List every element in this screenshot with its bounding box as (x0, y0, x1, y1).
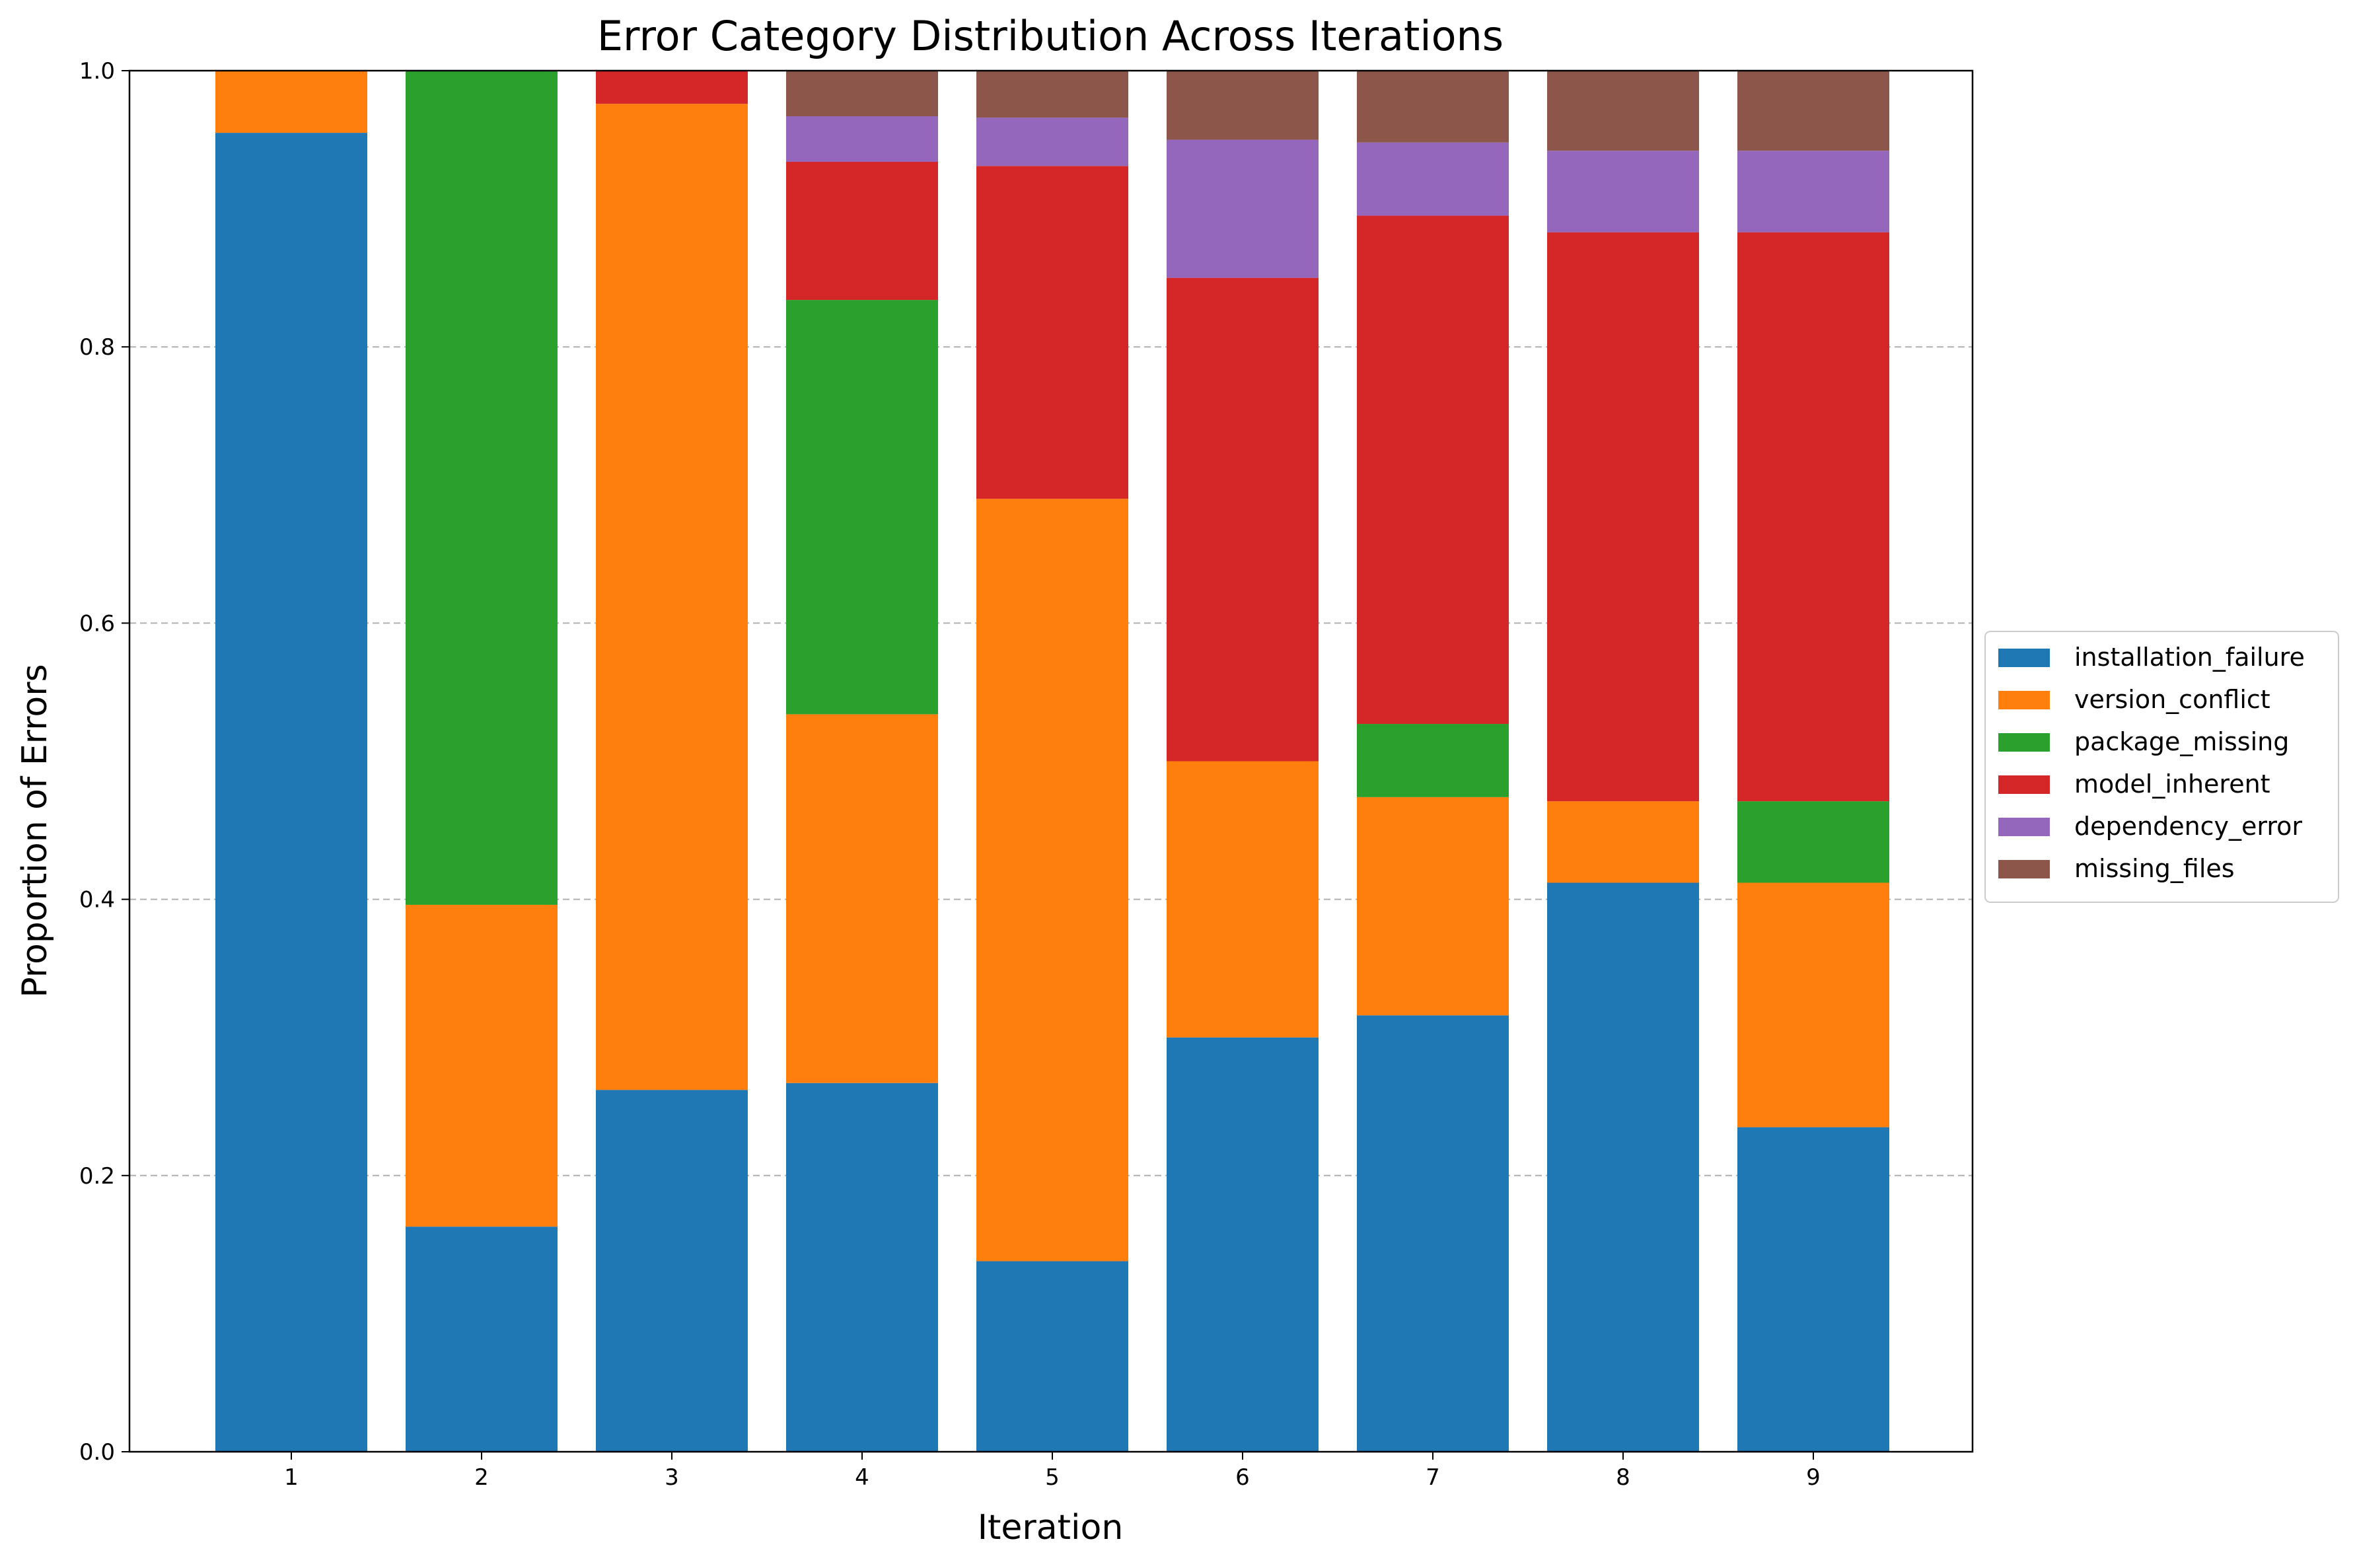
legend-label-missing_files: missing_files (2074, 854, 2235, 883)
bar-segment-missing_files-9 (1737, 71, 1889, 151)
legend-swatch-dependency_error (1998, 818, 2050, 836)
bar-segment-missing_files-7 (1357, 71, 1509, 143)
legend-label-package_missing: package_missing (2074, 727, 2289, 756)
bar-segment-dependency_error-6 (1167, 139, 1319, 278)
legend-label-version_conflict: version_conflict (2074, 685, 2270, 714)
legend-frame (1984, 631, 2339, 903)
bar-segment-model_inherent-7 (1357, 215, 1509, 725)
bar-segment-model_inherent-8 (1547, 232, 1699, 802)
bar-segment-package_missing-7 (1357, 724, 1509, 797)
bar-segment-missing_files-5 (976, 71, 1128, 118)
x-tick-label: 4 (855, 1464, 869, 1491)
x-tick-label: 5 (1045, 1464, 1060, 1491)
x-tick-label: 1 (284, 1464, 299, 1491)
axes (122, 69, 1974, 1460)
legend: installation_failure version_conflictpack… (1984, 631, 2339, 903)
legend-label-model_inherent: model_inherent (2074, 769, 2270, 799)
x-tick-label: 9 (1806, 1464, 1821, 1491)
y-tick-label: 0.4 (79, 887, 115, 913)
bar-segment-dependency_error-9 (1737, 151, 1889, 232)
bar-segment-missing_files-8 (1547, 71, 1699, 151)
bar-segment-model_inherent-4 (786, 162, 938, 301)
bar-segment-missing_files-6 (1167, 71, 1319, 140)
y-tick-label: 1.0 (79, 58, 115, 85)
y-tick-label: 0.6 (79, 610, 115, 637)
bar-segment-missing_files-4 (786, 71, 938, 117)
bar-segment-installation_failure-6 (1167, 1037, 1319, 1452)
bar-segment-installation_failure-1 (215, 133, 367, 1452)
legend-swatch-version_conflict (1998, 691, 2050, 709)
bar-segment-installation_failure-8 (1547, 882, 1699, 1452)
legend-label-installation_failure: installation_failure (2074, 643, 2305, 672)
bar-segment-model_inherent-9 (1737, 232, 1889, 802)
bar-segment-dependency_error-4 (786, 116, 938, 162)
bar-segment-package_missing-9 (1737, 801, 1889, 883)
legend-label-dependency_error: dependency_error (2074, 812, 2302, 841)
bar-segment-model_inherent-6 (1167, 277, 1319, 762)
bar-segment-model_inherent-5 (976, 166, 1128, 499)
legend-swatch-package_missing (1998, 733, 2050, 752)
bar-segment-dependency_error-8 (1547, 151, 1699, 232)
bar-segment-installation_failure-2 (406, 1227, 558, 1452)
bar-segment-model_inherent-3 (596, 71, 748, 104)
bar-segment-dependency_error-5 (976, 118, 1128, 166)
bar-segment-version_conflict-1 (215, 71, 367, 133)
bar-segment-installation_failure-4 (786, 1083, 938, 1452)
bar-segment-version_conflict-7 (1357, 797, 1509, 1016)
bar-segment-installation_failure-3 (596, 1090, 748, 1452)
x-tick-label: 7 (1426, 1464, 1440, 1491)
legend-swatch-model_inherent (1998, 775, 2050, 794)
x-tick-label: 6 (1235, 1464, 1250, 1491)
bars (215, 71, 1889, 1452)
legend-swatch-missing_files (1998, 860, 2050, 878)
bar-segment-installation_failure-5 (976, 1261, 1128, 1452)
y-axis-title: Proportion of Errors (15, 664, 55, 997)
x-axis-title: Iteration (978, 1508, 1124, 1548)
bar-segment-installation_failure-9 (1737, 1127, 1889, 1452)
chart-title: Error Category Distribution Across Itera… (597, 12, 1504, 60)
x-tick-label: 2 (474, 1464, 489, 1491)
bar-segment-version_conflict-3 (596, 104, 748, 1090)
x-tick-label: 3 (665, 1464, 679, 1491)
tick-labels: 0.0 0.2 0.4 0.6 0.8 1.0 1 2 3 4 5 6 7 8 9 (79, 58, 1821, 1491)
legend-swatch-installation_failure (1998, 649, 2050, 667)
bar-segment-installation_failure-7 (1357, 1015, 1509, 1452)
bar-segment-version_conflict-6 (1167, 761, 1319, 1038)
x-tick-label: 8 (1616, 1464, 1630, 1491)
y-tick-label: 0.8 (79, 334, 115, 361)
bar-segment-version_conflict-5 (976, 499, 1128, 1262)
bar-segment-package_missing-4 (786, 300, 938, 715)
bar-segment-version_conflict-9 (1737, 882, 1889, 1127)
bar-segment-package_missing-2 (406, 71, 558, 905)
bar-segment-version_conflict-8 (1547, 801, 1699, 883)
y-tick-label: 0.0 (79, 1439, 115, 1466)
plot-frame (128, 69, 1974, 1453)
y-tick-label: 0.2 (79, 1163, 115, 1190)
bar-segment-version_conflict-2 (406, 904, 558, 1227)
bar-segment-dependency_error-7 (1357, 142, 1509, 216)
bar-segment-version_conflict-4 (786, 714, 938, 1083)
